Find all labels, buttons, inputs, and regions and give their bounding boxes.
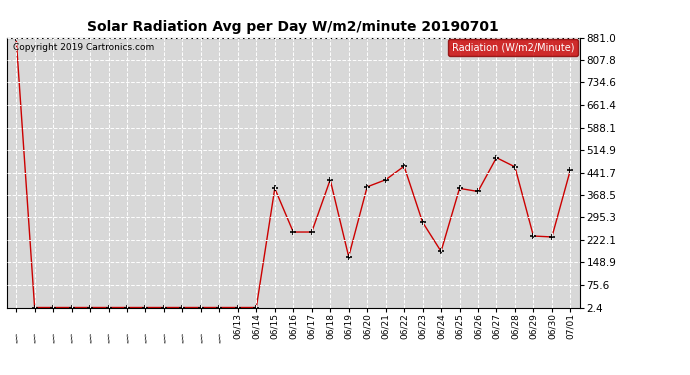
Text: \: \ xyxy=(199,334,204,344)
Text: \: \ xyxy=(161,334,166,344)
Text: \: \ xyxy=(217,334,221,344)
Text: \: \ xyxy=(143,334,148,344)
Title: Solar Radiation Avg per Day W/m2/minute 20190701: Solar Radiation Avg per Day W/m2/minute … xyxy=(88,20,499,33)
Legend: Radiation (W/m2/Minute): Radiation (W/m2/Minute) xyxy=(448,39,578,56)
Text: \: \ xyxy=(32,334,37,344)
Text: \: \ xyxy=(69,334,74,344)
Text: \: \ xyxy=(14,334,19,344)
Text: \: \ xyxy=(124,334,130,344)
Text: \: \ xyxy=(50,334,56,344)
Text: \: \ xyxy=(106,334,111,344)
Text: \: \ xyxy=(88,334,92,344)
Text: \: \ xyxy=(180,334,185,344)
Text: Copyright 2019 Cartronics.com: Copyright 2019 Cartronics.com xyxy=(12,43,154,52)
